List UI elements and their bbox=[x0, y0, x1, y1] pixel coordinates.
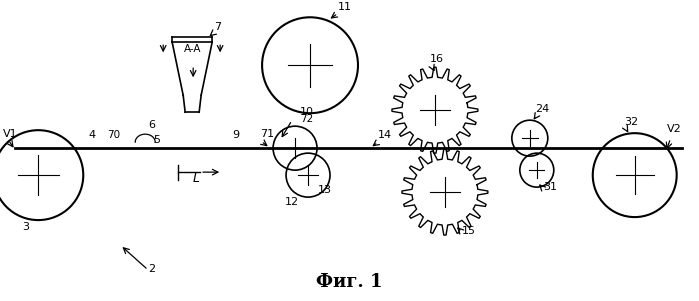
Text: 31: 31 bbox=[543, 182, 557, 192]
Text: 32: 32 bbox=[624, 117, 638, 127]
Text: 12: 12 bbox=[285, 197, 299, 207]
Text: 4: 4 bbox=[88, 130, 95, 140]
Text: 72: 72 bbox=[300, 114, 313, 124]
Text: Фиг. 1: Фиг. 1 bbox=[316, 273, 382, 291]
Text: L: L bbox=[193, 172, 200, 185]
Text: 24: 24 bbox=[535, 104, 549, 114]
Text: 16: 16 bbox=[430, 54, 444, 64]
Text: V2: V2 bbox=[667, 124, 682, 134]
Text: A-A: A-A bbox=[184, 44, 202, 54]
Text: 15: 15 bbox=[462, 226, 476, 236]
Text: 2: 2 bbox=[148, 264, 155, 274]
Text: 11: 11 bbox=[338, 2, 352, 12]
Text: 10: 10 bbox=[300, 107, 314, 117]
Text: 14: 14 bbox=[378, 130, 392, 140]
Text: 70: 70 bbox=[107, 130, 120, 140]
Text: 5: 5 bbox=[153, 135, 160, 145]
Text: 71: 71 bbox=[260, 129, 274, 139]
Text: 13: 13 bbox=[318, 185, 332, 195]
Text: 7: 7 bbox=[214, 22, 222, 32]
Text: 3: 3 bbox=[22, 222, 29, 232]
Text: 9: 9 bbox=[232, 130, 239, 140]
Text: 6: 6 bbox=[148, 120, 155, 130]
Text: V1: V1 bbox=[3, 129, 18, 139]
